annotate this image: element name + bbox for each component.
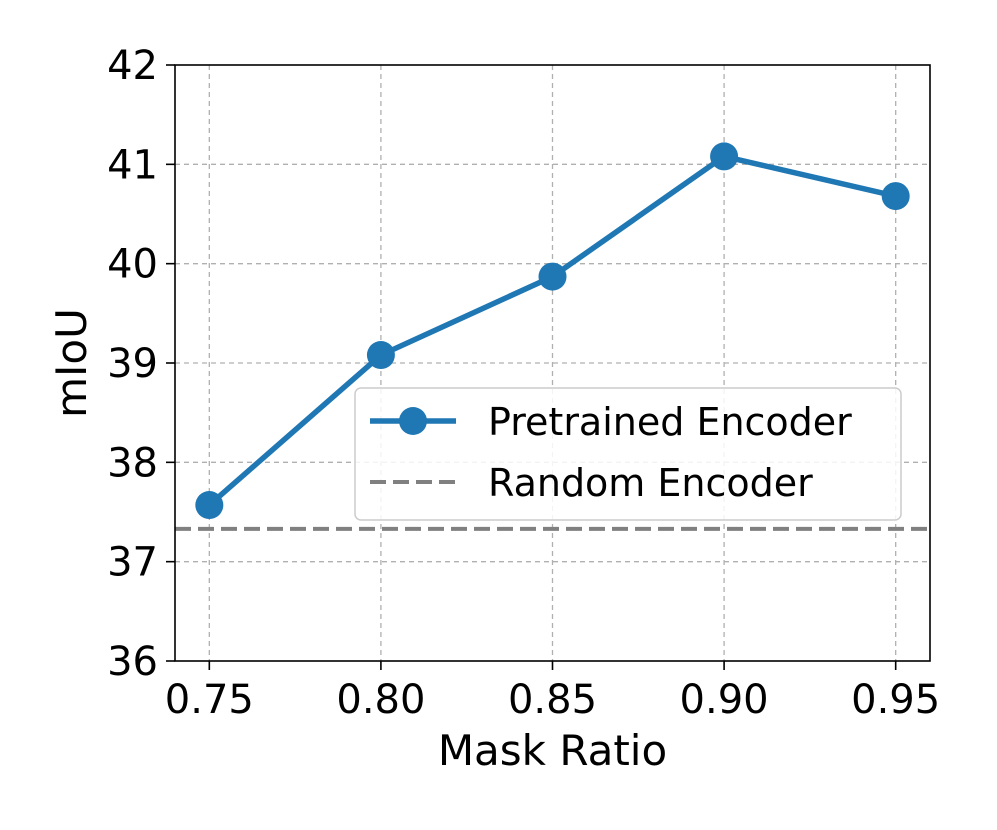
y-tick-label: 41 (107, 142, 158, 188)
pretrained-encoder-point (366, 341, 395, 370)
x-axis-title: Mask Ratio (438, 726, 667, 775)
y-tick-label: 36 (107, 639, 158, 685)
legend-swatch-pretrained-marker (399, 407, 427, 435)
legend-label-pretrained: Pretrained Encoder (488, 400, 852, 444)
y-tick-label: 38 (107, 440, 158, 486)
y-tick-label: 39 (107, 341, 158, 387)
pretrained-encoder-point (195, 491, 224, 520)
x-tick-label: 0.90 (680, 677, 769, 723)
x-tick-label: 0.80 (336, 677, 425, 723)
legend-box (354, 387, 902, 521)
x-tick-label: 0.95 (851, 677, 940, 723)
x-tick-labels: 0.75 0.80 0.85 0.90 0.95 (165, 677, 940, 723)
x-tick-label: 0.75 (165, 677, 254, 723)
y-tick-labels: 36 37 38 39 40 41 42 (107, 43, 158, 685)
y-tick-label: 42 (107, 43, 158, 89)
pretrained-encoder-point (538, 262, 567, 291)
grid (175, 65, 930, 661)
legend: Pretrained Encoder Random Encoder (354, 387, 902, 521)
pretrained-encoder-point (881, 182, 910, 211)
pretrained-encoder-point (710, 142, 739, 171)
legend-label-random: Random Encoder (488, 461, 813, 505)
y-tick-label: 40 (107, 242, 158, 288)
axis-ticks (166, 64, 897, 670)
pretrained-encoder-series (195, 142, 910, 520)
y-tick-label: 37 (107, 540, 158, 586)
x-tick-label: 0.85 (508, 677, 597, 723)
y-axis-title: mIoU (47, 308, 96, 418)
